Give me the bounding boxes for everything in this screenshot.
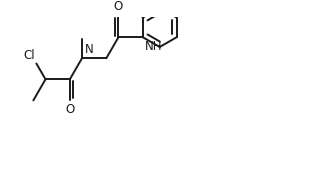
Text: N: N: [85, 42, 93, 56]
Text: O: O: [114, 0, 123, 13]
Text: Cl: Cl: [23, 49, 35, 62]
Text: NH: NH: [144, 40, 162, 53]
Text: O: O: [65, 103, 75, 116]
